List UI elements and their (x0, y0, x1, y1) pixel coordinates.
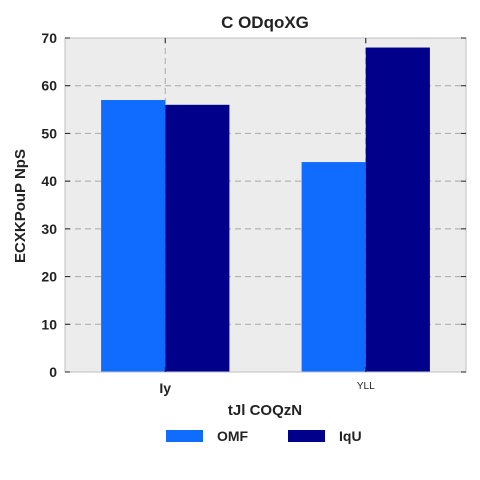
bar (365, 47, 430, 373)
y-axis-ticks: 0 10 20 30 40 50 60 70 (41, 30, 466, 380)
y-tick-label: 20 (41, 269, 57, 285)
bar (301, 162, 366, 372)
y-tick-label: 0 (49, 364, 57, 380)
y-tick-label: 10 (41, 316, 57, 332)
bar (101, 100, 166, 373)
legend-label: IqU (339, 428, 362, 444)
bars (101, 47, 430, 373)
y-tick-label: 70 (41, 30, 57, 46)
bar (165, 104, 230, 373)
x-axis-label: tJl COQzN (228, 402, 302, 419)
legend-swatch (166, 430, 203, 442)
x-axis-ticks: Iy YLL (159, 38, 375, 396)
y-axis-label: ECXKPouP NpS (12, 149, 29, 263)
y-tick-label: 40 (41, 173, 57, 189)
legend-swatch (288, 430, 325, 442)
chart-title: C ODqoXG (221, 13, 309, 32)
x-tick-label: YLL (357, 381, 375, 392)
y-tick-label: 60 (41, 78, 57, 94)
legend: OMF IqU (166, 428, 362, 444)
y-tick-label: 50 (41, 125, 57, 141)
legend-label: OMF (217, 428, 249, 444)
x-tick-label: Iy (159, 380, 171, 396)
plot-frame (64, 37, 467, 373)
y-tick-label: 30 (41, 221, 57, 237)
